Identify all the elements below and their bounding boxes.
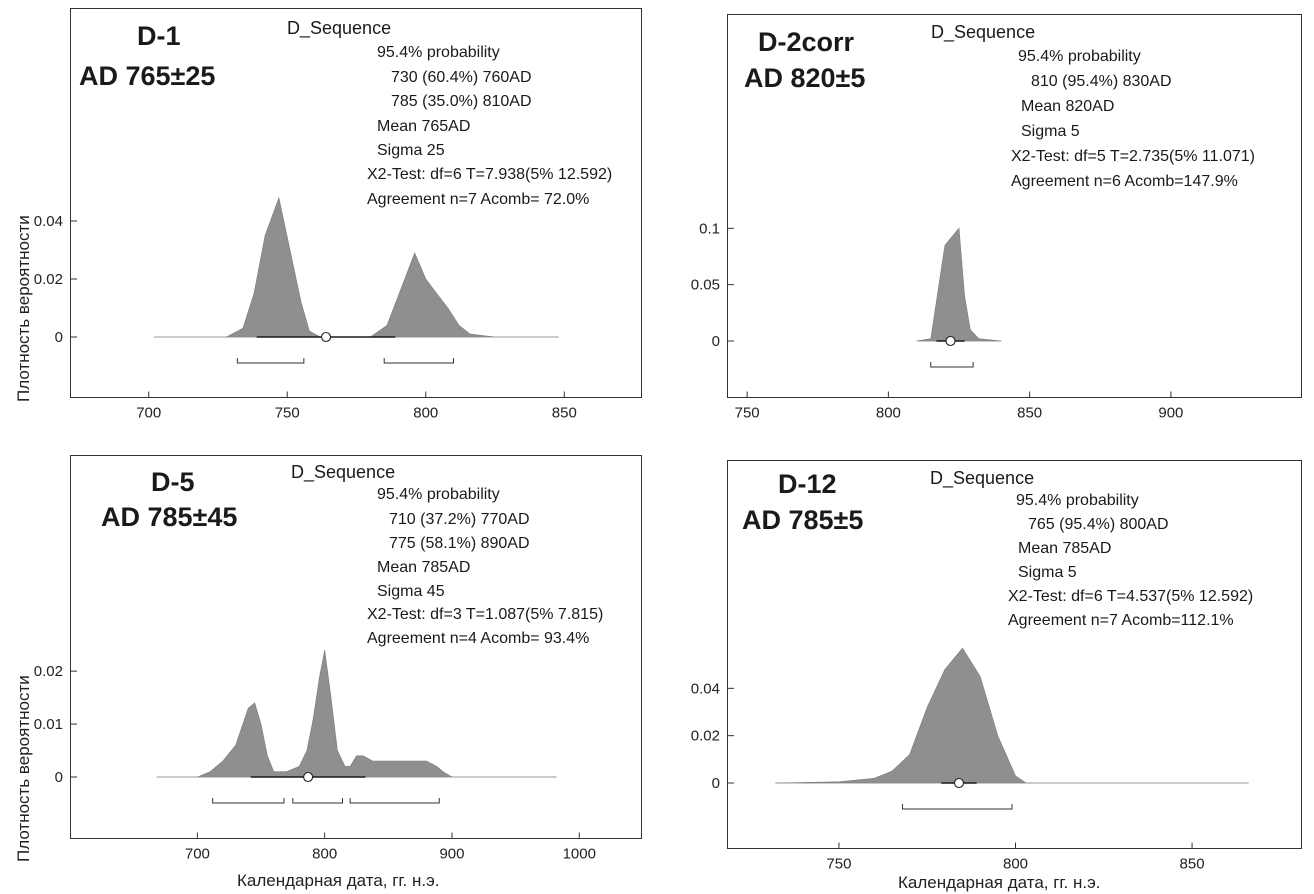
probability-area bbox=[775, 647, 1249, 784]
x-tick-label: 800 bbox=[413, 405, 438, 422]
mean-text: Mean 820AD bbox=[1021, 98, 1115, 115]
plot-d5: 0 0.01 0.02 700 800 900 1000 bbox=[34, 649, 596, 863]
hpd-range-bracket bbox=[383, 358, 454, 364]
x-tick-label: 850 bbox=[552, 405, 577, 422]
x-tick-label: 1000 bbox=[563, 846, 596, 863]
chart-panel-d5: 0 0.01 0.02 700 800 900 1000 D-5 AD 785±45 D_S… bbox=[34, 455, 642, 863]
x-tick-label: 700 bbox=[136, 405, 161, 422]
y-tick-label: 0 bbox=[55, 769, 63, 786]
plot-d12: 0 0.02 0.04 750 800 850 bbox=[691, 647, 1249, 873]
mean-text: Mean 765AD bbox=[377, 118, 471, 135]
x-axis-label-left: Календарная дата, гг. н.э. bbox=[237, 871, 440, 890]
chart-panel-d2corr: 0 0.05 0.1 750 800 850 900 D-2corr AD 820±5 D_… bbox=[691, 14, 1302, 422]
probability-area bbox=[916, 227, 1002, 342]
hpd-range-bracket bbox=[236, 358, 305, 364]
y-tick-label: 0.02 bbox=[691, 728, 720, 745]
panel-age: AD 765±25 bbox=[79, 61, 216, 91]
sigma-text: Sigma 5 bbox=[1018, 564, 1077, 581]
y-axis-label-bottom: Плотность вероятности bbox=[14, 675, 33, 862]
probability-area bbox=[154, 196, 559, 338]
mean-marker bbox=[953, 777, 965, 789]
y-tick-label: 0.04 bbox=[34, 213, 63, 230]
sigma-text: Sigma 45 bbox=[377, 583, 445, 600]
y-tick-label: 0 bbox=[712, 333, 720, 350]
hpd-range-bracket bbox=[902, 804, 1013, 810]
x-tick-label: 800 bbox=[1003, 856, 1028, 873]
hpd-range-bracket bbox=[292, 798, 343, 804]
y-tick-label: 0 bbox=[712, 775, 720, 792]
y-tick-label: 0 bbox=[55, 329, 63, 346]
x-tick-label: 800 bbox=[312, 846, 337, 863]
sequence-label: D_Sequence bbox=[931, 22, 1036, 42]
hpd-range-bracket bbox=[212, 798, 285, 804]
y-tick-label: 0.05 bbox=[691, 277, 720, 294]
agreement-text: Agreement n=4 Acomb= 93.4% bbox=[367, 630, 590, 647]
sequence-label: D_Sequence bbox=[930, 468, 1035, 488]
probability-title: 95.4% probability bbox=[1018, 48, 1141, 65]
panel-id: D-2corr bbox=[758, 27, 855, 57]
x-tick-label: 750 bbox=[826, 856, 851, 873]
chi2-text: X2-Test: df=6 T=4.537(5% 12.592) bbox=[1008, 588, 1254, 605]
range-line: 785 (35.0%) 810AD bbox=[391, 93, 532, 110]
mean-marker bbox=[303, 771, 314, 783]
sequence-label: D_Sequence bbox=[287, 18, 392, 38]
x-tick-label: 900 bbox=[439, 846, 464, 863]
x-tick-label: 750 bbox=[275, 405, 300, 422]
plot-d1: 0 0.02 0.04 700 750 800 850 bbox=[34, 196, 577, 422]
x-tick-label: 900 bbox=[1158, 405, 1183, 422]
x-tick-label: 850 bbox=[1180, 856, 1205, 873]
sigma-text: Sigma 25 bbox=[377, 142, 445, 159]
x-tick-label: 800 bbox=[876, 405, 901, 422]
chi2-text: X2-Test: df=5 T=2.735(5% 11.071) bbox=[1011, 148, 1256, 165]
chart-panel-d12: 0 0.02 0.04 750 800 850 D-12 AD 785±5 D_Seque… bbox=[691, 460, 1302, 873]
chart-panel-d1: 0 0.02 0.04 700 750 800 850 D-1 AD 765±25 D_Se… bbox=[34, 8, 642, 422]
range-line: 710 (37.2%) 770AD bbox=[389, 511, 530, 528]
y-tick-label: 0.04 bbox=[691, 680, 720, 697]
panel-id: D-12 bbox=[778, 469, 837, 499]
hpd-range-bracket bbox=[349, 798, 440, 804]
mean-marker bbox=[945, 335, 956, 347]
range-line: 765 (95.4%) 800AD bbox=[1028, 516, 1169, 533]
panel-age: AD 820±5 bbox=[744, 63, 866, 93]
probability-title: 95.4% probability bbox=[377, 44, 500, 61]
panel-age: AD 785±45 bbox=[101, 502, 238, 532]
y-tick-label: 0.02 bbox=[34, 663, 63, 680]
y-tick-label: 0.01 bbox=[34, 716, 63, 733]
range-line: 730 (60.4%) 760AD bbox=[391, 69, 532, 86]
mean-text: Mean 785AD bbox=[377, 559, 471, 576]
x-axis-label-right: Календарная дата, гг. н.э. bbox=[898, 873, 1101, 892]
chi2-text: X2-Test: df=6 T=7.938(5% 12.592) bbox=[367, 166, 613, 183]
sigma-text: Sigma 5 bbox=[1021, 123, 1080, 140]
x-tick-label: 750 bbox=[735, 405, 760, 422]
panel-age: AD 785±5 bbox=[742, 505, 864, 535]
probability-area bbox=[156, 649, 557, 778]
panel-id: D-5 bbox=[151, 467, 195, 497]
agreement-text: Agreement n=7 Acomb= 72.0% bbox=[367, 191, 590, 208]
y-tick-label: 0.02 bbox=[34, 271, 63, 288]
range-line: 775 (58.1%) 890AD bbox=[389, 535, 530, 552]
x-tick-label: 850 bbox=[1017, 405, 1042, 422]
mean-text: Mean 785AD bbox=[1018, 540, 1112, 557]
probability-title: 95.4% probability bbox=[377, 486, 500, 503]
panel-id: D-1 bbox=[137, 21, 181, 51]
agreement-text: Agreement n=6 Acomb=147.9% bbox=[1011, 173, 1238, 190]
plot-d2corr: 0 0.05 0.1 750 800 850 900 bbox=[691, 220, 1184, 422]
sequence-label: D_Sequence bbox=[291, 462, 396, 482]
x-tick-label: 700 bbox=[185, 846, 210, 863]
mean-marker bbox=[320, 331, 332, 343]
chi2-text: X2-Test: df=3 T=1.087(5% 7.815) bbox=[367, 606, 604, 623]
hpd-range-bracket bbox=[930, 362, 974, 368]
y-axis-label-top: Плотность вероятности bbox=[14, 215, 33, 402]
y-tick-label: 0.1 bbox=[699, 220, 720, 237]
range-line: 810 (95.4%) 830AD bbox=[1031, 73, 1172, 90]
agreement-text: Agreement n=7 Acomb=112.1% bbox=[1008, 612, 1234, 629]
probability-title: 95.4% probability bbox=[1016, 492, 1139, 509]
